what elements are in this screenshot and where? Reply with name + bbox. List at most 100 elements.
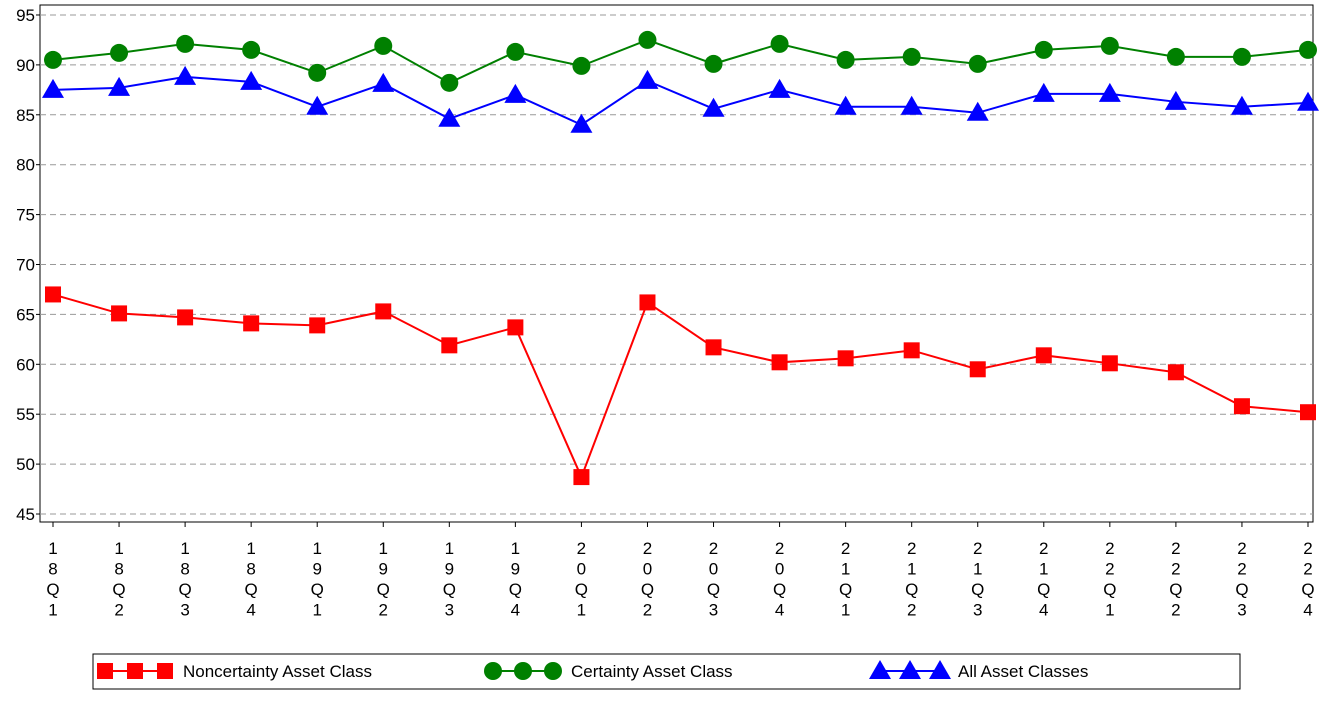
marker: [110, 43, 129, 62]
y-tick-label: 80: [16, 156, 35, 175]
y-tick-label: 55: [16, 405, 35, 424]
marker: [573, 469, 590, 486]
marker: [704, 54, 723, 73]
marker: [768, 78, 791, 98]
series-line: [52, 75, 1309, 126]
marker: [966, 101, 989, 121]
marker: [899, 660, 921, 679]
marker: [506, 42, 525, 61]
marker: [639, 294, 656, 311]
series-line: [52, 38, 1309, 84]
marker: [438, 107, 461, 127]
marker: [1233, 398, 1250, 415]
marker: [903, 342, 920, 359]
legend-label: Certainty Asset Class: [571, 662, 733, 681]
marker: [702, 97, 725, 117]
plot-frame: [39, 4, 1314, 523]
legend-label: All Asset Classes: [958, 662, 1088, 681]
y-tick-label: 90: [16, 56, 35, 75]
marker: [771, 354, 788, 371]
marker: [441, 337, 458, 354]
marker: [127, 663, 143, 679]
marker: [42, 78, 64, 98]
series-line: [52, 293, 1309, 480]
marker: [1035, 347, 1052, 364]
marker: [544, 662, 562, 680]
marker: [1101, 355, 1118, 372]
marker: [176, 34, 195, 53]
marker: [440, 73, 459, 92]
marker: [837, 350, 854, 367]
marker: [836, 50, 855, 69]
marker: [309, 317, 326, 334]
marker: [484, 662, 502, 680]
marker: [572, 56, 591, 75]
marker: [375, 303, 392, 320]
marker: [638, 30, 657, 49]
y-tick-label: 70: [16, 255, 35, 274]
legend-box: [92, 653, 1241, 690]
marker: [45, 286, 61, 303]
legend-label: Noncertainty Asset Class: [183, 662, 372, 681]
marker: [374, 36, 393, 55]
marker: [372, 72, 395, 92]
marker: [929, 660, 951, 679]
marker: [306, 95, 329, 115]
marker: [157, 663, 173, 679]
marker: [1167, 364, 1184, 381]
marker: [308, 63, 327, 82]
marker: [242, 40, 261, 59]
marker: [243, 315, 260, 332]
marker: [514, 662, 532, 680]
marker: [111, 305, 128, 322]
marker: [97, 663, 113, 679]
marker: [834, 95, 857, 115]
y-tick-label: 65: [16, 305, 35, 324]
marker: [1299, 40, 1317, 59]
marker: [504, 83, 527, 103]
marker: [1232, 47, 1251, 66]
marker: [1166, 47, 1185, 66]
marker: [44, 50, 62, 69]
marker: [174, 65, 197, 85]
y-tick-label: 75: [16, 206, 35, 225]
marker: [570, 113, 593, 133]
marker: [507, 319, 524, 336]
marker: [900, 95, 923, 115]
marker: [705, 339, 722, 356]
marker: [968, 54, 987, 73]
marker: [108, 76, 131, 96]
marker: [1100, 36, 1119, 55]
marker: [1098, 82, 1121, 102]
marker: [1032, 82, 1055, 102]
marker: [770, 34, 789, 53]
y-tick-label: 45: [16, 505, 35, 524]
y-tick-label: 85: [16, 106, 35, 125]
marker: [1297, 91, 1319, 111]
marker: [1164, 90, 1187, 110]
marker: [869, 660, 891, 679]
marker: [969, 361, 986, 378]
marker: [1230, 95, 1253, 115]
y-tick-label: 60: [16, 355, 35, 374]
